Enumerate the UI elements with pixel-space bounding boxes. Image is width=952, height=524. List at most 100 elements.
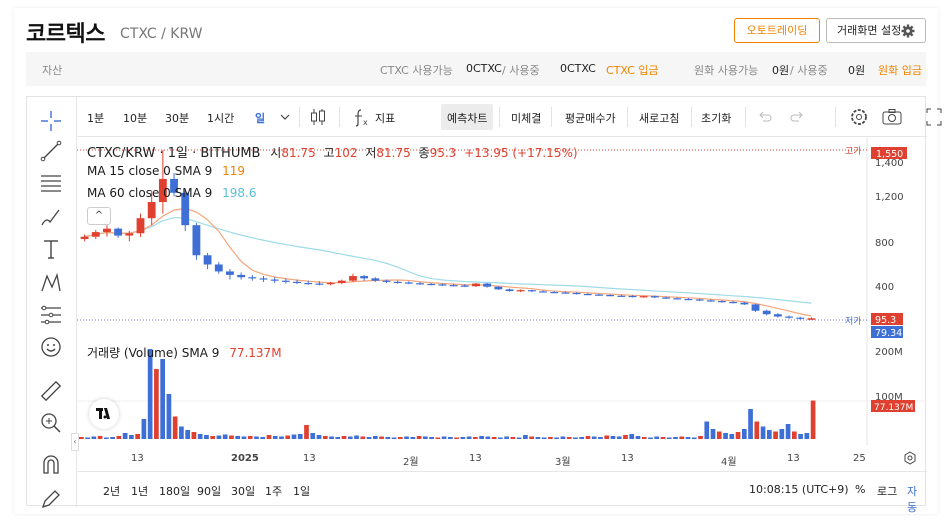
ctxc-in-use-label: / 사용중	[502, 64, 540, 77]
text-tool-icon[interactable]	[39, 237, 63, 261]
candle-body	[695, 299, 704, 301]
toolbar-divider	[745, 107, 746, 127]
screen-settings-button[interactable]: 거래화면 설정	[826, 18, 926, 43]
volume-bar	[529, 436, 534, 439]
candle-body	[572, 292, 581, 295]
ma15-legend: MA 15 close 0 SMA 9 119	[87, 164, 245, 178]
range-bar: 2년 1년 180일 90일 30일 1주 1일 10:08:15 (UTC+9…	[77, 471, 927, 514]
chart-plot[interactable]: 고가 저가 1,400 1,200 800 400 200M 100M 1,55…	[77, 137, 927, 473]
volume-bar	[804, 433, 810, 439]
range-2y[interactable]: 2년	[103, 485, 121, 498]
candle-body	[729, 301, 738, 304]
percent-toggle[interactable]: %	[855, 483, 866, 496]
interval-30m[interactable]: 30분	[165, 112, 190, 125]
clock-display[interactable]: 10:08:15 (UTC+9)	[749, 483, 849, 496]
volume-bar	[748, 409, 753, 439]
time-label: 13	[621, 453, 634, 464]
volume-tick: 200M	[875, 347, 903, 358]
ctxc-available-value: 0CTXC	[466, 62, 502, 75]
range-1d[interactable]: 1일	[293, 485, 311, 498]
indicator-button[interactable]: 지표	[375, 112, 396, 125]
auto-toggle[interactable]: 자동	[907, 485, 918, 514]
collapse-toolbar-handle[interactable]: ‹	[71, 433, 79, 451]
trend-line-icon[interactable]	[39, 139, 63, 163]
low-label: 저	[365, 146, 377, 160]
chart-settings-icon[interactable]	[849, 107, 869, 127]
volume-legend: 거래량 (Volume) SMA 9 77.137M	[87, 344, 282, 361]
candle-body	[125, 233, 134, 236]
volume-bar	[448, 437, 453, 439]
magnet-icon[interactable]	[39, 453, 63, 477]
ma-price-badge	[871, 326, 903, 338]
candle-body	[438, 284, 447, 286]
interval-1h[interactable]: 1시간	[207, 112, 235, 125]
range-180d[interactable]: 180일	[159, 485, 191, 498]
candle-body	[628, 295, 637, 298]
crosshair-icon[interactable]	[39, 109, 63, 133]
auto-trading-button[interactable]: 오토트레이딩	[734, 18, 820, 43]
candle-body	[494, 286, 503, 290]
pair-label: CTXC / KRW	[120, 26, 203, 42]
candle-body	[527, 290, 536, 292]
fullscreen-icon[interactable]	[925, 107, 943, 127]
brush-icon[interactable]	[39, 205, 63, 229]
log-toggle[interactable]: 로그	[877, 485, 898, 498]
range-90d[interactable]: 90일	[197, 485, 222, 498]
volume-bar	[135, 434, 140, 439]
candle-body	[393, 281, 402, 284]
candle-body	[662, 297, 670, 299]
candle-body	[807, 318, 816, 320]
candle-body	[382, 280, 391, 282]
emoji-icon[interactable]	[39, 335, 63, 359]
volume-bar	[191, 432, 197, 439]
volume-bar	[185, 430, 191, 439]
reset-button[interactable]: 초기화	[701, 112, 732, 125]
volume-bar	[685, 437, 691, 439]
ruler-icon[interactable]	[39, 379, 63, 403]
fib-lines-icon[interactable]	[39, 171, 63, 195]
volume-bar	[579, 437, 585, 439]
time-label: 4월	[721, 457, 737, 468]
volume-bar	[122, 433, 128, 439]
trading-page: 코르텍스 CTXC / KRW 오토트레이딩 거래화면 설정 자산 CTXC 사…	[14, 8, 942, 514]
candle-body	[427, 283, 436, 286]
avg-price-button[interactable]: 평균매수가	[565, 112, 616, 125]
zoom-in-icon[interactable]	[39, 411, 63, 435]
refresh-button[interactable]: 새로고침	[639, 112, 680, 125]
current-price-badge	[871, 313, 903, 325]
volume-bar	[322, 436, 328, 439]
ma60-label: MA 60 close 0 SMA 9	[87, 186, 213, 200]
krw-deposit-link[interactable]: 원화 입금	[878, 64, 922, 77]
ctxc-deposit-link[interactable]: CTXC 입금	[606, 64, 659, 77]
range-30d[interactable]: 30일	[231, 485, 256, 498]
volume-bar	[335, 437, 341, 439]
candle-body	[796, 317, 805, 319]
pattern-icon[interactable]	[39, 271, 63, 295]
redo-icon[interactable]	[789, 109, 805, 125]
candlestick-type-icon[interactable]	[309, 107, 327, 127]
range-1w[interactable]: 1주	[265, 485, 283, 498]
volume-bar	[466, 436, 472, 439]
camera-icon[interactable]	[881, 107, 903, 127]
candle-body	[416, 283, 424, 285]
unfilled-button[interactable]: 미체결	[511, 112, 542, 125]
chevron-down-icon[interactable]	[280, 113, 290, 121]
forecast-chart-button[interactable]: 예측차트	[447, 112, 488, 125]
axis-settings-icon[interactable]	[903, 451, 917, 465]
candle-body	[181, 192, 190, 226]
pencil-icon[interactable]	[39, 487, 63, 511]
volume-bar	[391, 437, 397, 439]
function-icon[interactable]: x	[351, 107, 371, 127]
range-1y[interactable]: 1년	[131, 485, 149, 498]
volume-bar	[129, 435, 134, 439]
candle-body	[561, 292, 570, 294]
prediction-icon[interactable]	[39, 303, 63, 327]
candle-body	[192, 225, 201, 256]
interval-10m[interactable]: 10분	[123, 112, 148, 125]
collapse-legend-button[interactable]: ^	[87, 207, 111, 225]
volume-bar	[79, 437, 84, 439]
interval-1d[interactable]: 일	[255, 112, 266, 125]
interval-1m[interactable]: 1분	[87, 112, 105, 125]
volume-tick: 100M	[875, 392, 903, 403]
undo-icon[interactable]	[757, 109, 773, 125]
